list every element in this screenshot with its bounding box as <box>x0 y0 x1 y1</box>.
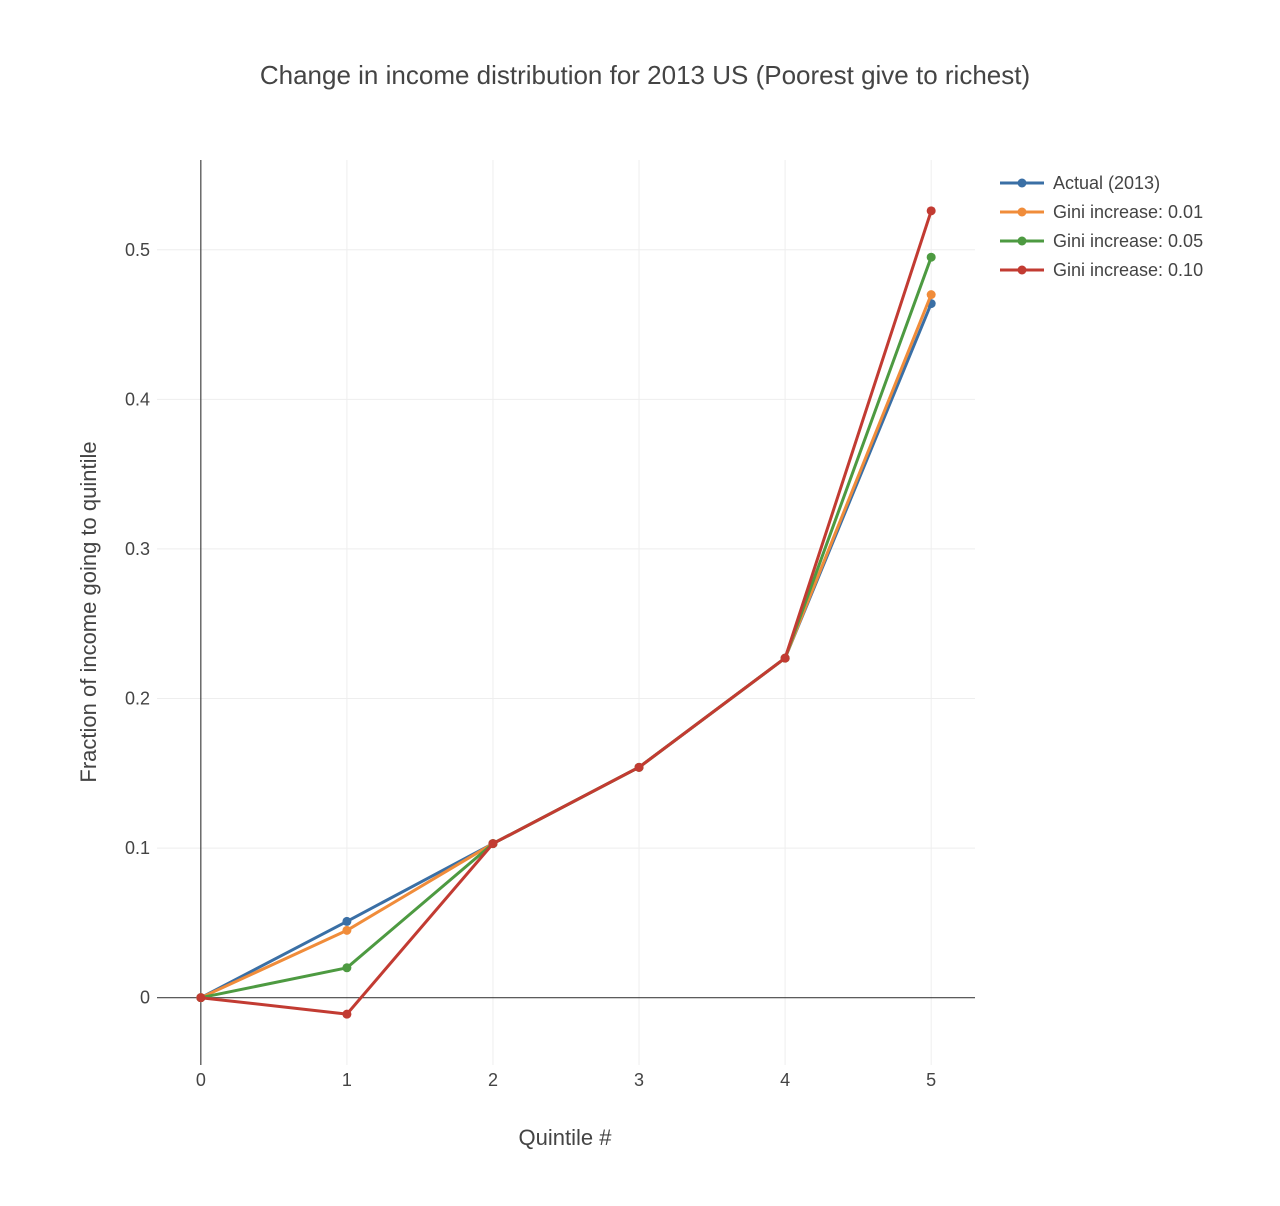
y-tick-label: 0 <box>140 988 150 1008</box>
legend-swatch-marker <box>1017 178 1027 188</box>
x-tick-label: 3 <box>634 1070 644 1090</box>
x-tick-label: 0 <box>196 1070 206 1090</box>
y-tick-label: 0.2 <box>125 689 150 709</box>
x-tick-label: 2 <box>488 1070 498 1090</box>
x-axis-title: Quintile # <box>519 1125 613 1150</box>
legend-item[interactable]: Gini increase: 0.10 <box>1000 260 1203 280</box>
series-1 <box>196 299 936 1003</box>
legend-item[interactable]: Gini increase: 0.05 <box>1000 231 1203 251</box>
legend-swatch-marker <box>1017 236 1027 246</box>
data-point[interactable] <box>196 993 206 1003</box>
legend[interactable]: Actual (2013) Gini increase: 0.01 Gini inc… <box>1000 173 1203 280</box>
data-point[interactable] <box>634 762 644 772</box>
data-point[interactable] <box>342 1009 352 1019</box>
x-tick-label: 1 <box>342 1070 352 1090</box>
legend-label: Actual (2013) <box>1053 173 1160 193</box>
x-tick-label: 4 <box>780 1070 790 1090</box>
data-point[interactable] <box>342 925 352 935</box>
gridlines <box>157 160 975 1065</box>
series-line <box>200 210 933 1016</box>
legend-swatch-marker <box>1017 265 1027 275</box>
y-axis-title: Fraction of income going to quintile <box>76 441 101 782</box>
axes <box>157 160 975 1065</box>
legend-label: Gini increase: 0.10 <box>1053 260 1203 280</box>
series-4 <box>196 206 936 1019</box>
y-tick-label: 0.3 <box>125 539 150 559</box>
series-2 <box>196 290 936 1003</box>
data-point[interactable] <box>342 916 352 926</box>
series-3 <box>196 252 936 1003</box>
y-tick-label: 0.4 <box>125 389 150 409</box>
legend-label: Gini increase: 0.05 <box>1053 231 1203 251</box>
legend-item[interactable]: Gini increase: 0.01 <box>1000 202 1203 222</box>
y-tick-label: 0.1 <box>125 838 150 858</box>
x-tick-label: 5 <box>926 1070 936 1090</box>
y-tick-label: 0.5 <box>125 240 150 260</box>
legend-item[interactable]: Actual (2013) <box>1000 173 1160 193</box>
legend-swatch-marker <box>1017 207 1027 217</box>
data-point[interactable] <box>342 963 352 973</box>
data-point[interactable] <box>926 206 936 216</box>
series-line <box>200 256 933 1000</box>
chart-title: Change in income distribution for 2013 U… <box>260 60 1030 90</box>
tick-labels: 0 1 2 3 4 5 0 0.1 0.2 0.3 0.4 0.5 <box>125 240 936 1090</box>
series-line <box>200 294 933 1000</box>
data-point[interactable] <box>488 839 498 849</box>
series-group <box>196 206 936 1019</box>
legend-label: Gini increase: 0.01 <box>1053 202 1203 222</box>
series-line <box>200 303 933 1000</box>
data-point[interactable] <box>780 653 790 663</box>
data-point[interactable] <box>926 290 936 300</box>
data-point[interactable] <box>926 252 936 262</box>
